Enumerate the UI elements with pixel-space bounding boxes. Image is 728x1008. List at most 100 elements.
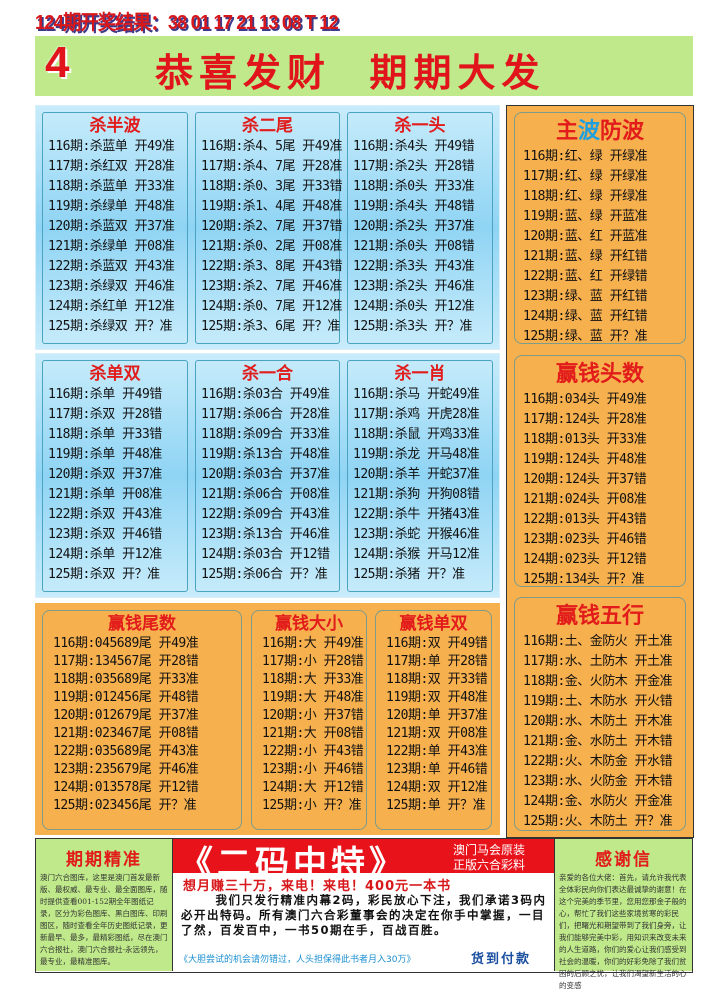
prediction-row: 123期:绿、蓝 开红错 <box>523 289 648 304</box>
prediction-row: 122期:杀双 开43准 <box>48 507 162 522</box>
prediction-row: 124期:杀猴 开马12准 <box>353 547 480 562</box>
prediction-panel: 赢钱头数 116期:034头 开49准 117期:124头 开28准 118期:013… <box>514 355 686 587</box>
prediction-row: 124期:杀0、7尾 开12准 <box>201 299 342 314</box>
accuracy-box: 期期精准 澳门六合图库，这里是澳门首发最新版、最权威、最专业、最全面图库，随时提… <box>36 839 173 971</box>
prediction-row: 117期:杀06合 开28准 <box>201 407 330 422</box>
prediction-row: 120期:杀2头 开37准 <box>353 219 475 234</box>
prediction-panel: 杀二尾 116期:杀4、5尾 开49准 117期:杀4、7尾 开28准 118期:杀0… <box>195 112 342 344</box>
prediction-row: 121期:杀狗 开狗08错 <box>353 487 480 502</box>
prediction-panel: 赢钱大小 116期:大 开49准 117期:小 开28错 118期:大 开33准 119… <box>251 610 367 830</box>
prediction-row: 121期:杀0、2尾 开08准 <box>201 239 342 254</box>
prediction-row: 125期:杀3、6尾 开？准 <box>201 319 340 334</box>
prediction-row: 124期:绿、蓝 开红错 <box>523 309 648 324</box>
prediction-row: 121期:金、水防土 开木错 <box>523 734 673 749</box>
prediction-row: 117期:水、土防木 开土准 <box>523 654 673 669</box>
orange-section-bottom: 赢钱尾数 116期:045689尾 开49准 117期:134567尾 开28错 11… <box>35 603 500 835</box>
prediction-row: 116期:034头 开49准 <box>523 392 647 407</box>
cash-on-delivery: 货到付款 <box>471 952 532 967</box>
prediction-row: 121期:蓝、绿 开红错 <box>523 249 648 264</box>
prediction-row: 119期:双 开48准 <box>386 690 488 705</box>
prediction-row: 123期:杀蛇 开猴46准 <box>353 527 480 542</box>
prediction-row: 125期:023456尾 开？准 <box>53 798 197 813</box>
prediction-row: 122期:火、木防金 开水错 <box>523 754 673 769</box>
prediction-row: 118期:杀单 开33错 <box>48 427 162 442</box>
prediction-row: 123期:杀2头 开46准 <box>353 279 475 294</box>
prediction-panel: 杀一肖 116期:杀马 开蛇49准 117期:杀鸡 开虎28准 118期:杀鼠 开鸡3… <box>347 360 493 592</box>
prediction-row: 119期:124头 开48准 <box>523 452 647 467</box>
bottom-ads: 期期精准 澳门六合图库，这里是澳门首发最新版、最权威、最专业、最全面图库，随时提… <box>35 838 693 990</box>
prediction-row: 118期:金、火防木 开金准 <box>523 674 673 689</box>
prediction-row: 123期:杀绿双 开46准 <box>48 279 175 294</box>
prediction-row: 124期:023头 开12错 <box>523 552 647 567</box>
panel-title: 赢钱单双 <box>399 614 468 634</box>
prediction-row: 117期:单 开28错 <box>386 654 488 669</box>
prediction-row: 116期:杀蓝单 开49准 <box>48 139 175 154</box>
prediction-row: 121期:杀单 开08准 <box>48 487 162 502</box>
prediction-row: 119期:杀13合 开48准 <box>201 447 330 462</box>
prediction-row: 119期:土、木防水 开火错 <box>523 694 673 709</box>
prediction-row: 120期:杀2、7尾 开37错 <box>201 219 342 234</box>
prediction-row: 125期:杀06合 开？准 <box>201 567 328 582</box>
prediction-row: 125期:杀猪 开？准 <box>353 567 465 582</box>
accuracy-title: 期期精准 <box>66 850 142 870</box>
prediction-row: 122期:杀牛 开猪43准 <box>353 507 480 522</box>
prediction-row: 125期:杀3头 开？准 <box>353 319 472 334</box>
blue-section-top: 杀半波 116期:杀蓝单 开49准 117期:杀红双 开28准 118期:杀蓝单 开3… <box>35 105 500 350</box>
prediction-row: 120期:蓝、红 开蓝准 <box>523 229 648 244</box>
panel-title-part: 主 <box>555 119 578 144</box>
prediction-row: 122期:杀3、8尾 开43错 <box>201 259 342 274</box>
prediction-row: 120期:杀双 开37准 <box>48 467 162 482</box>
prediction-panel: 杀一头 116期:杀4头 开49错 117期:杀2头 开28错 118期:杀0头 开3… <box>347 112 493 344</box>
prediction-row: 121期:024头 开08准 <box>523 492 647 507</box>
panel-title: 杀一肖 <box>394 364 446 384</box>
prediction-row: 119期:大 开48准 <box>262 690 364 705</box>
panel-title: 主波防波 <box>515 113 685 147</box>
ad-title: 《二码中特》 <box>179 844 407 884</box>
prediction-row: 118期:杀0、3尾 开33错 <box>201 179 342 194</box>
prediction-row: 116期:杀4头 开49错 <box>353 139 475 154</box>
prediction-row: 119期:012456尾 开48错 <box>53 690 199 705</box>
banner: 4 恭喜发财 期期大发 <box>35 36 693 96</box>
thanks-text: 亲爱的各位大佬：首先，请允许我代表全体彩民向你们表达最诚挚的谢意！在这个完美的季… <box>559 873 687 990</box>
prediction-row: 117期:杀鸡 开虎28准 <box>353 407 480 422</box>
ad-side-line-1: 澳门马会原装 <box>453 843 526 857</box>
prediction-row: 118期:035689尾 开33准 <box>53 672 199 687</box>
prediction-row: 125期:绿、蓝 开？准 <box>523 329 648 344</box>
blue-section-middle: 杀单双 116期:杀单 开49错 117期:杀双 开28错 118期:杀单 开33错 1… <box>35 353 500 598</box>
prediction-row: 117期:134567尾 开28错 <box>53 654 199 669</box>
banner-number: 4 <box>45 38 70 87</box>
prediction-row: 125期:小 开？准 <box>262 798 362 813</box>
prediction-panel: 赢钱五行 116期:土、金防火 开土准 117期:水、土防木 开土准 118期:金、火… <box>514 597 686 831</box>
prediction-panel: 杀单双 116期:杀单 开49错 117期:杀双 开28错 118期:杀单 开33错 1… <box>42 360 188 592</box>
panel-title-part: 赢钱头数 <box>555 362 644 387</box>
prediction-row: 121期:杀06合 开08准 <box>201 487 330 502</box>
prediction-row: 119期:杀绿单 开48准 <box>48 199 175 214</box>
prediction-row: 121期:杀0头 开08错 <box>353 239 475 254</box>
ad-body: 我们只发行精准内幕2码，彩民放心下注，我们承诺3码内必开出特码。所有澳门六合彩董… <box>181 893 547 937</box>
prediction-row: 121期:023467尾 开08错 <box>53 726 199 741</box>
prediction-row: 123期:单 开46错 <box>386 762 488 777</box>
prediction-row: 116期:双 开49错 <box>386 636 488 651</box>
prediction-row: 122期:杀3头 开43准 <box>353 259 475 274</box>
ad-footer: 《大胆尝试的机会请勿错过，人头担保得此书者月入30万》 <box>179 955 416 965</box>
prediction-row: 123期:023头 开46错 <box>523 532 647 547</box>
prediction-row: 118期:杀09合 开33准 <box>201 427 330 442</box>
prediction-row: 125期:火、木防土 开？准 <box>523 814 673 829</box>
prediction-row: 119期:蓝、绿 开蓝准 <box>523 209 648 224</box>
right-column: 主波防波 116期:红、绿 开绿准 117期:红、绿 开绿准 118期:红、绿 开绿准… <box>506 105 694 838</box>
prediction-row: 118期:杀0头 开33准 <box>353 179 475 194</box>
prediction-row: 124期:双 开12准 <box>386 780 488 795</box>
prediction-row: 123期:杀2、7尾 开46准 <box>201 279 342 294</box>
prediction-row: 118期:杀蓝单 开33准 <box>48 179 175 194</box>
panel-title-part: 赢钱五行 <box>555 604 644 629</box>
prediction-row: 116期:杀4、5尾 开49准 <box>201 139 342 154</box>
prediction-row: 117期:124头 开28准 <box>523 412 647 427</box>
prediction-row: 122期:单 开43准 <box>386 744 488 759</box>
prediction-panel: 赢钱单双 116期:双 开49错 117期:单 开28错 118期:双 开33错 119… <box>375 610 492 830</box>
prediction-panel: 赢钱尾数 116期:045689尾 开49准 117期:134567尾 开28错 11… <box>42 610 242 830</box>
prediction-row: 116期:杀03合 开49准 <box>201 387 330 402</box>
thanks-title: 感谢信 <box>595 850 652 870</box>
panel-title: 赢钱大小 <box>275 614 343 634</box>
prediction-row: 121期:双 开08准 <box>386 726 488 741</box>
prediction-row: 118期:红、绿 开绿准 <box>523 189 648 204</box>
